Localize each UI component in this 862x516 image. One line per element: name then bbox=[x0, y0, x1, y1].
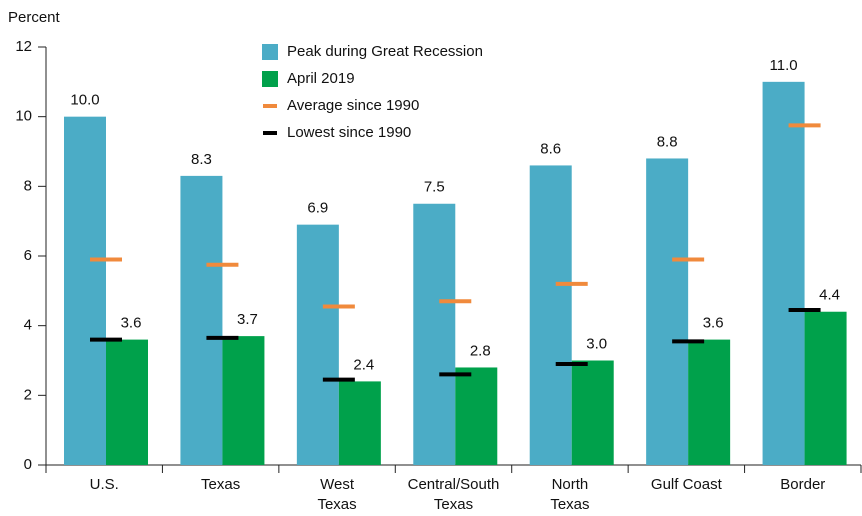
value-label: 6.9 bbox=[307, 200, 328, 217]
value-label: 3.7 bbox=[237, 311, 258, 328]
y-tick-label: 4 bbox=[24, 317, 32, 334]
y-tick-label: 8 bbox=[24, 177, 32, 194]
bar bbox=[222, 336, 265, 465]
legend-label: April 2019 bbox=[287, 70, 355, 87]
x-tick-label: Gulf Coast bbox=[651, 476, 723, 493]
bar bbox=[338, 381, 381, 465]
x-tick-label: Border bbox=[780, 476, 825, 493]
x-tick-label: West Texas bbox=[317, 476, 356, 513]
value-label: 10.0 bbox=[70, 92, 99, 109]
y-tick-label: 0 bbox=[24, 456, 32, 473]
bar bbox=[804, 311, 847, 465]
value-label: 8.6 bbox=[540, 140, 561, 157]
value-label: 7.5 bbox=[424, 179, 445, 196]
y-tick-label: 10 bbox=[15, 108, 32, 125]
value-label: 8.8 bbox=[657, 133, 678, 150]
value-label: 2.4 bbox=[353, 356, 374, 373]
value-label: 3.6 bbox=[121, 315, 142, 332]
legend-swatch bbox=[262, 44, 278, 60]
value-label: 3.6 bbox=[703, 315, 724, 332]
bar bbox=[455, 367, 498, 465]
x-tick-label: U.S. bbox=[90, 476, 119, 493]
x-tick-label: North Texas bbox=[550, 476, 589, 513]
x-tick-label: Central/South Texas bbox=[408, 476, 500, 513]
bar bbox=[413, 203, 456, 465]
y-tick-label: 6 bbox=[24, 247, 32, 264]
bar bbox=[688, 339, 731, 465]
bar bbox=[529, 165, 572, 465]
bar bbox=[571, 360, 614, 465]
value-label: 8.3 bbox=[191, 151, 212, 168]
value-label: 4.4 bbox=[819, 287, 840, 304]
bar bbox=[106, 339, 148, 465]
legend-label: Lowest since 1990 bbox=[287, 124, 411, 141]
y-tick-label: 12 bbox=[15, 38, 32, 55]
legend-label: Peak during Great Recession bbox=[287, 43, 483, 60]
value-label: 2.8 bbox=[470, 342, 491, 359]
bar bbox=[762, 81, 805, 465]
x-tick-label: Texas bbox=[201, 476, 240, 493]
y-axis-label: Percent bbox=[8, 9, 61, 26]
bar bbox=[646, 158, 689, 465]
bar bbox=[64, 116, 106, 466]
legend-swatch bbox=[262, 71, 278, 87]
bar bbox=[180, 175, 223, 465]
value-label: 11.0 bbox=[770, 57, 798, 74]
legend-label: Average since 1990 bbox=[287, 97, 419, 114]
value-label: 3.0 bbox=[586, 335, 607, 352]
y-tick-label: 2 bbox=[24, 386, 32, 403]
bar bbox=[296, 224, 339, 465]
